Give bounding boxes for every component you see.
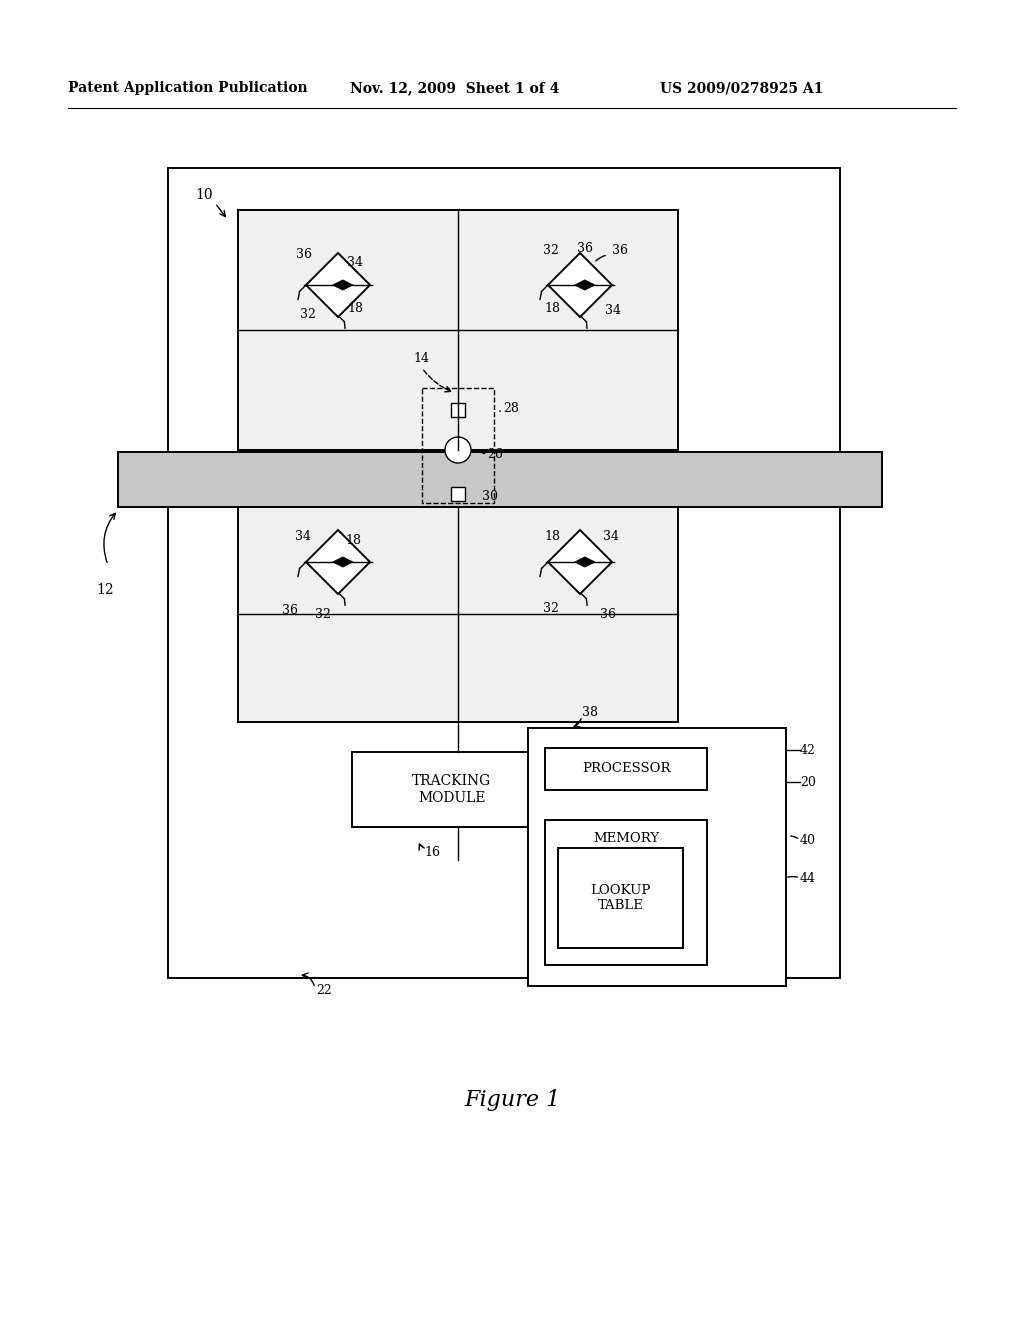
Bar — [118, 451, 882, 507]
Text: 20: 20 — [800, 776, 816, 788]
Text: 36: 36 — [600, 609, 616, 622]
Text: 16: 16 — [424, 846, 440, 858]
Bar — [422, 388, 494, 503]
Polygon shape — [548, 531, 612, 594]
Bar — [545, 748, 707, 789]
Text: 38: 38 — [582, 705, 598, 718]
Text: 34: 34 — [603, 531, 618, 544]
Text: 28: 28 — [503, 401, 519, 414]
Text: PROCESSOR: PROCESSOR — [582, 763, 671, 776]
Text: 10: 10 — [195, 187, 213, 202]
Bar — [238, 507, 678, 722]
Text: 32: 32 — [543, 243, 559, 256]
Text: 44: 44 — [800, 871, 816, 884]
Text: 36: 36 — [577, 242, 593, 255]
Text: 36: 36 — [282, 603, 298, 616]
Bar — [168, 168, 840, 978]
Text: 12: 12 — [96, 583, 114, 597]
Text: 34: 34 — [605, 304, 621, 317]
Text: 18: 18 — [544, 531, 560, 544]
Polygon shape — [333, 280, 353, 290]
Text: 34: 34 — [347, 256, 362, 268]
Polygon shape — [574, 280, 595, 290]
Bar — [451, 403, 465, 417]
Polygon shape — [548, 253, 612, 317]
Text: 34: 34 — [295, 531, 311, 544]
Text: 36: 36 — [612, 243, 628, 256]
Bar — [558, 847, 683, 948]
Text: 26: 26 — [487, 449, 503, 462]
Text: 22: 22 — [316, 983, 332, 997]
Circle shape — [445, 437, 471, 463]
Text: 40: 40 — [800, 833, 816, 846]
Text: 30: 30 — [482, 490, 498, 503]
Text: 18: 18 — [345, 533, 361, 546]
Bar — [528, 729, 786, 986]
Text: Patent Application Publication: Patent Application Publication — [68, 81, 307, 95]
Text: 18: 18 — [544, 301, 560, 314]
Polygon shape — [574, 557, 595, 568]
Text: 18: 18 — [347, 301, 362, 314]
Text: 42: 42 — [800, 743, 816, 756]
Bar — [238, 210, 678, 450]
Text: US 2009/0278925 A1: US 2009/0278925 A1 — [660, 81, 823, 95]
Polygon shape — [333, 557, 353, 568]
Bar — [352, 752, 552, 828]
Text: MEMORY: MEMORY — [593, 832, 659, 845]
Text: 32: 32 — [543, 602, 559, 615]
Polygon shape — [306, 253, 370, 317]
Text: Figure 1: Figure 1 — [464, 1089, 560, 1111]
Bar — [451, 487, 465, 502]
Bar — [545, 820, 707, 965]
Polygon shape — [306, 531, 370, 594]
Text: 36: 36 — [296, 248, 312, 261]
Text: Nov. 12, 2009  Sheet 1 of 4: Nov. 12, 2009 Sheet 1 of 4 — [350, 81, 559, 95]
Text: LOOKUP
TABLE: LOOKUP TABLE — [590, 884, 650, 912]
Text: TRACKING
MODULE: TRACKING MODULE — [413, 775, 492, 805]
Text: 32: 32 — [315, 607, 331, 620]
Text: 14: 14 — [413, 351, 429, 364]
Text: 32: 32 — [300, 309, 315, 322]
